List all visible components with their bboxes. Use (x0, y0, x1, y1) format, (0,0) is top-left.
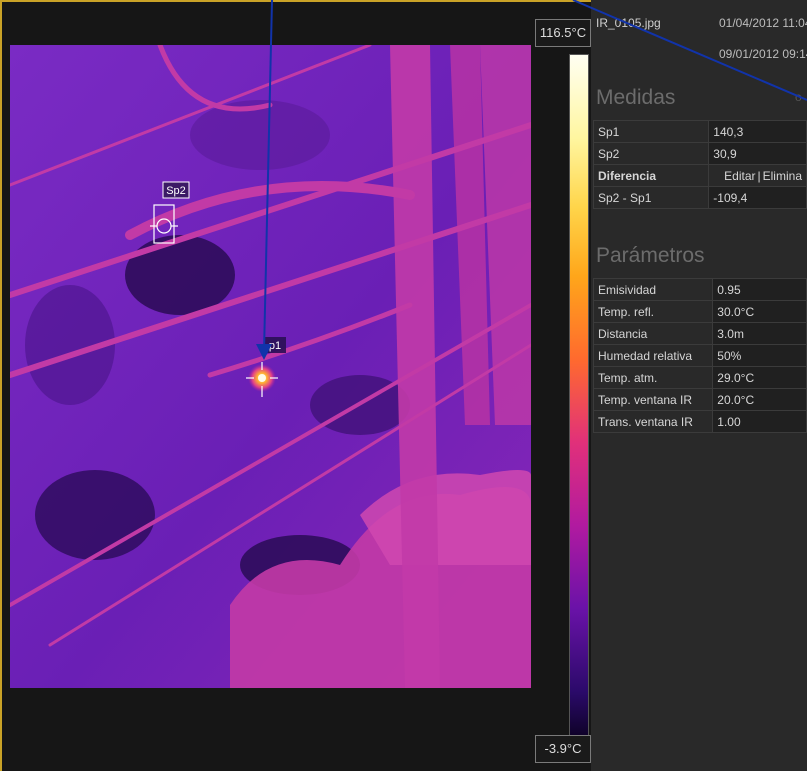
row-label: Sp2 - Sp1 (592, 186, 710, 209)
parametros-table: Emisividad 0.95 Temp. refl. 30.0°C Dista… (592, 278, 807, 433)
edit-button[interactable]: Editar (724, 168, 756, 183)
param-label: Trans. ventana IR (592, 410, 714, 433)
table-row[interactable]: Temp. ventana IR 20.0°C (592, 388, 807, 411)
diff-header-row: Diferencia Editar | Elimina (592, 164, 807, 187)
scale-min-value: -3.9°C (535, 735, 591, 763)
param-value[interactable]: 29.0°C (712, 366, 807, 389)
separator: | (757, 168, 761, 183)
sp1-label: p1 (269, 340, 281, 352)
table-row[interactable]: Emisividad 0.95 (592, 278, 807, 301)
table-row[interactable]: Trans. ventana IR 1.00 (592, 410, 807, 433)
scale-max-value: 116.5°C (535, 19, 591, 47)
table-row[interactable]: Sp1 140,3 (592, 120, 807, 143)
diff-title: Diferencia (592, 164, 710, 187)
param-value[interactable]: 30.0°C (712, 300, 807, 323)
param-label: Temp. atm. (592, 366, 714, 389)
param-value[interactable]: 20.0°C (712, 388, 807, 411)
color-scale-bar (569, 54, 589, 748)
param-value[interactable]: 50% (712, 344, 807, 367)
table-row[interactable]: Sp2 - Sp1 -109,4 (592, 186, 807, 209)
thermal-image-panel: Sp2 p1 116.5°C -3.9°C (0, 0, 591, 771)
param-label: Emisividad (592, 278, 714, 301)
medidas-table: Sp1 140,3 Sp2 30,9 Diferencia Editar | Eli… (592, 120, 807, 209)
row-value: 140,3 (708, 120, 807, 143)
row-value: 30,9 (708, 142, 807, 165)
param-label: Temp. ventana IR (592, 388, 714, 411)
row-label: Sp1 (592, 120, 710, 143)
table-row[interactable]: Humedad relativa 50% (592, 344, 807, 367)
medidas-title: Medidas (596, 86, 676, 109)
param-label: Temp. refl. (592, 300, 714, 323)
row-label: Sp2 (592, 142, 710, 165)
info-panel: IR_0105.jpg 01/04/2012 11:04:2 09/01/201… (591, 0, 807, 771)
table-row[interactable]: Sp2 30,9 (592, 142, 807, 165)
file-date-2: 09/01/2012 09:14:1 (719, 47, 807, 61)
param-value[interactable]: 3.0m (712, 322, 807, 345)
file-date-1: 01/04/2012 11:04:2 (719, 16, 807, 30)
sp2-label: Sp2 (166, 185, 186, 197)
param-label: Humedad relativa (592, 344, 714, 367)
table-row[interactable]: Temp. atm. 29.0°C (592, 366, 807, 389)
delete-button[interactable]: Elimina (762, 168, 802, 183)
param-value[interactable]: 1.00 (712, 410, 807, 433)
file-name: IR_0105.jpg (596, 16, 661, 30)
diff-actions: Editar | Elimina (708, 164, 807, 187)
param-value[interactable]: 0.95 (712, 278, 807, 301)
param-label: Distancia (592, 322, 714, 345)
row-value: -109,4 (708, 186, 807, 209)
parametros-title: Parámetros (596, 244, 705, 267)
panel-dot: o (795, 90, 802, 104)
table-row[interactable]: Distancia 3.0m (592, 322, 807, 345)
table-row[interactable]: Temp. refl. 30.0°C (592, 300, 807, 323)
thermal-image[interactable]: Sp2 p1 (10, 45, 531, 688)
